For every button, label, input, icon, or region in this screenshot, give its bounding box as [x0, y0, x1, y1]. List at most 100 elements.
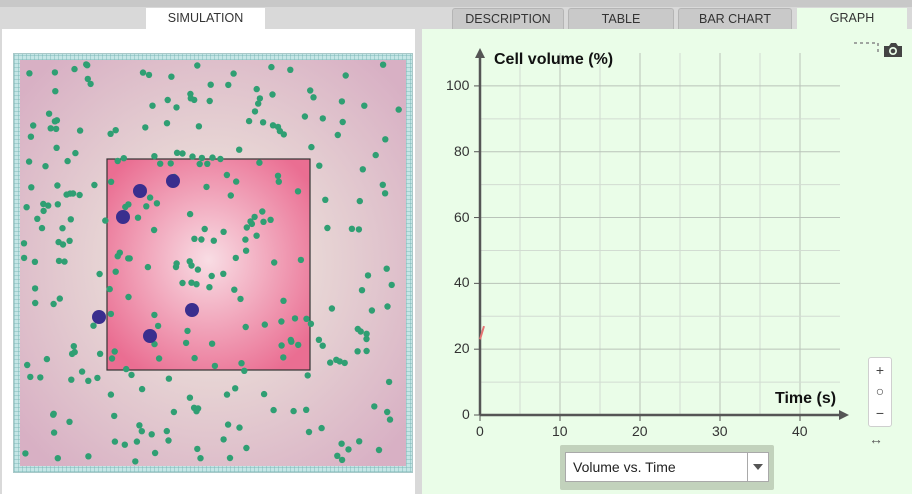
simulation-view[interactable] [14, 54, 412, 472]
water-molecule [253, 232, 260, 239]
water-molecules [20, 61, 402, 465]
solute-particle [116, 210, 130, 224]
water-molecule [242, 323, 249, 331]
water-molecule [303, 406, 310, 413]
zoom-in-icon[interactable]: + [875, 362, 885, 378]
water-molecule [112, 127, 119, 134]
pan-arrows-icon[interactable]: ↔ [869, 431, 883, 447]
graph-type-select[interactable]: Volume vs. Time [560, 445, 774, 490]
water-molecule [102, 217, 109, 224]
water-molecule [153, 200, 161, 207]
water-molecule [356, 438, 363, 445]
water-molecule [87, 80, 94, 88]
water-molecule [267, 216, 274, 223]
water-molecule [280, 297, 287, 304]
water-molecule [251, 213, 258, 221]
water-molecule [363, 347, 370, 355]
water-molecule [328, 305, 336, 312]
water-molecule [32, 299, 39, 307]
water-molecule [42, 163, 49, 170]
solute-particle [185, 303, 199, 317]
water-molecule [52, 88, 59, 95]
volume-chart [474, 42, 879, 421]
tab-graph[interactable]: GRAPH [797, 8, 907, 30]
graph-type-select-box[interactable]: Volume vs. Time [565, 452, 769, 482]
water-molecule [163, 120, 171, 127]
water-molecule [241, 367, 248, 374]
water-molecule [55, 238, 62, 246]
y-tick-label: 60 [454, 208, 470, 225]
water-molecule [209, 154, 216, 161]
water-molecule [54, 455, 61, 462]
water-molecule [107, 310, 115, 318]
water-molecule [59, 225, 66, 232]
water-molecule [232, 254, 239, 262]
water-molecule [243, 444, 250, 452]
water-molecule [316, 162, 323, 169]
water-molecule [151, 340, 158, 348]
water-molecule [47, 125, 54, 132]
water-molecule [247, 218, 254, 225]
water-molecule [70, 343, 77, 350]
water-molecule [50, 411, 57, 418]
water-molecule [179, 279, 186, 287]
solute-particle [133, 184, 147, 198]
water-molecule [50, 300, 57, 308]
tick-marks [474, 85, 801, 421]
tab-bar-chart[interactable]: BAR CHART [678, 8, 792, 30]
water-molecule [236, 424, 243, 431]
water-molecule [231, 286, 238, 293]
water-molecule [384, 303, 391, 310]
water-molecule [294, 188, 302, 195]
water-molecule [208, 272, 215, 280]
tab-table[interactable]: TABLE [568, 8, 674, 30]
tab-description[interactable]: DESCRIPTION [452, 8, 564, 30]
solute-particle [166, 174, 180, 188]
water-molecule [271, 259, 278, 266]
water-molecule [327, 359, 334, 366]
x-tick-label: 20 [632, 423, 648, 439]
water-molecule [354, 325, 361, 333]
water-molecule [163, 427, 170, 435]
water-molecule [224, 421, 232, 428]
water-molecule [358, 287, 366, 294]
water-molecule [128, 371, 135, 379]
water-molecule [150, 226, 158, 234]
top-strip [0, 0, 912, 7]
water-molecule [204, 160, 211, 167]
water-molecule [260, 218, 267, 225]
water-molecule [274, 172, 282, 179]
chevron-down-icon[interactable] [747, 453, 768, 481]
water-molecule [25, 158, 33, 165]
water-molecule [71, 65, 78, 73]
zoom-out-icon[interactable]: − [875, 405, 885, 421]
tab-simulation[interactable]: SIMULATION [146, 8, 265, 30]
grid-lines [480, 53, 840, 415]
water-molecule [20, 240, 28, 247]
water-molecule [34, 215, 41, 222]
water-molecule [198, 236, 205, 243]
water-molecule [50, 429, 58, 436]
water-molecule [383, 265, 390, 272]
water-molecule [304, 372, 311, 379]
water-molecule [206, 284, 213, 291]
water-molecule [359, 166, 366, 173]
x-tick-label: 0 [476, 423, 484, 439]
water-molecule [364, 272, 372, 279]
y-tick-label: 100 [446, 76, 470, 93]
water-molecule [84, 75, 92, 83]
water-molecule [37, 374, 44, 381]
water-molecule [45, 202, 52, 209]
water-molecule [232, 385, 239, 392]
water-molecule [297, 256, 305, 264]
water-molecule [20, 254, 28, 262]
water-molecule [243, 224, 250, 231]
water-molecule [242, 236, 249, 243]
water-molecule [54, 201, 61, 208]
zoom-reset-icon[interactable]: ○ [875, 383, 885, 399]
camera-icon[interactable] [882, 39, 904, 61]
water-molecule [201, 225, 208, 233]
water-molecule [26, 70, 33, 77]
water-molecule [238, 360, 245, 367]
water-molecule [384, 408, 391, 416]
